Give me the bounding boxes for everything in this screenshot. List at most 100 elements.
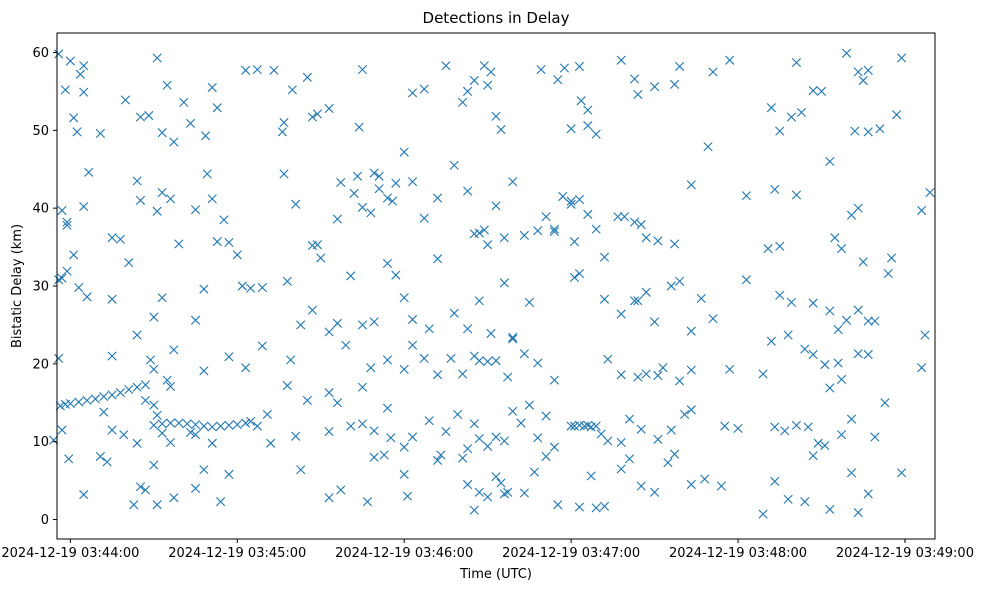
data-point — [152, 500, 162, 510]
data-point — [386, 433, 396, 443]
data-point — [387, 196, 398, 206]
data-point — [508, 334, 518, 344]
data-point — [508, 177, 518, 187]
data-point — [741, 275, 751, 285]
data-point — [853, 67, 863, 77]
data-point — [90, 394, 100, 404]
data-point — [541, 451, 551, 462]
data-point — [382, 403, 393, 413]
data-point — [808, 86, 818, 96]
data-point — [366, 363, 376, 373]
data-point — [107, 425, 117, 435]
data-point — [897, 53, 907, 63]
data-point — [770, 422, 780, 432]
data-point — [830, 233, 840, 243]
data-point — [169, 493, 179, 503]
data-point — [458, 453, 468, 463]
data-point — [441, 61, 451, 71]
data-point — [57, 273, 67, 283]
data-point — [215, 421, 226, 431]
data-point — [336, 177, 346, 188]
x-axis-label: Time (UTC) — [459, 567, 532, 582]
data-point — [875, 124, 885, 134]
data-point — [324, 426, 334, 437]
data-point — [369, 168, 379, 178]
data-point — [124, 384, 134, 395]
data-point — [132, 438, 142, 448]
data-point — [224, 352, 234, 362]
data-point — [463, 444, 473, 454]
data-point — [841, 315, 852, 325]
y-tick-label: 60 — [32, 46, 49, 61]
data-point — [291, 431, 301, 441]
data-point — [237, 281, 247, 291]
data-point — [149, 312, 159, 322]
data-point — [391, 178, 401, 188]
data-point — [357, 320, 368, 330]
data-point — [791, 57, 802, 68]
y-axis-label: Bistatic Delay (km) — [10, 224, 25, 348]
data-point — [232, 250, 242, 260]
data-point — [836, 244, 847, 254]
data-point — [407, 177, 418, 187]
data-point — [341, 340, 351, 350]
data-point — [185, 118, 196, 128]
data-point — [474, 356, 484, 366]
data-point — [199, 366, 209, 376]
data-point — [783, 330, 793, 340]
data-point — [135, 482, 146, 492]
data-point — [791, 190, 802, 200]
data-point — [332, 398, 343, 408]
data-point — [474, 228, 484, 238]
data-point — [252, 64, 262, 75]
data-point — [616, 370, 626, 380]
data-point — [491, 356, 501, 366]
data-point — [349, 188, 359, 198]
data-point — [853, 203, 863, 213]
data-point — [696, 293, 706, 304]
data-point — [846, 414, 857, 424]
data-point — [870, 316, 880, 326]
data-point — [574, 195, 585, 205]
data-point — [357, 64, 368, 75]
data-point — [215, 497, 226, 507]
data-point — [541, 411, 551, 421]
data-point — [453, 409, 463, 420]
data-point — [813, 438, 823, 448]
data-point — [424, 416, 434, 426]
data-point — [636, 424, 646, 434]
data-point — [666, 425, 676, 435]
data-point — [362, 497, 373, 507]
data-point — [653, 236, 663, 246]
data-point — [157, 128, 167, 138]
data-point — [780, 426, 790, 436]
data-point — [382, 193, 393, 203]
data-point — [566, 199, 576, 209]
data-point — [332, 318, 343, 328]
data-point — [224, 420, 234, 430]
data-point — [312, 240, 322, 250]
x-tick-label: 2024-12-19 03:46:00 — [335, 546, 473, 561]
data-point — [549, 442, 560, 452]
data-point — [132, 382, 142, 392]
y-tick-label: 30 — [32, 280, 49, 295]
data-point — [549, 224, 560, 234]
data-point — [613, 212, 623, 222]
data-point — [382, 258, 393, 269]
data-point — [399, 147, 409, 157]
data-point — [508, 332, 518, 342]
data-point — [357, 382, 368, 392]
data-point — [853, 507, 863, 518]
data-point — [169, 137, 179, 147]
data-point — [157, 293, 167, 303]
data-point — [841, 48, 852, 58]
data-point — [591, 503, 601, 513]
data-point — [633, 372, 643, 382]
data-point — [846, 468, 857, 478]
data-point — [825, 504, 835, 515]
data-point — [257, 341, 267, 351]
data-point — [441, 426, 451, 437]
data-point — [616, 437, 626, 448]
data-point — [119, 430, 129, 440]
